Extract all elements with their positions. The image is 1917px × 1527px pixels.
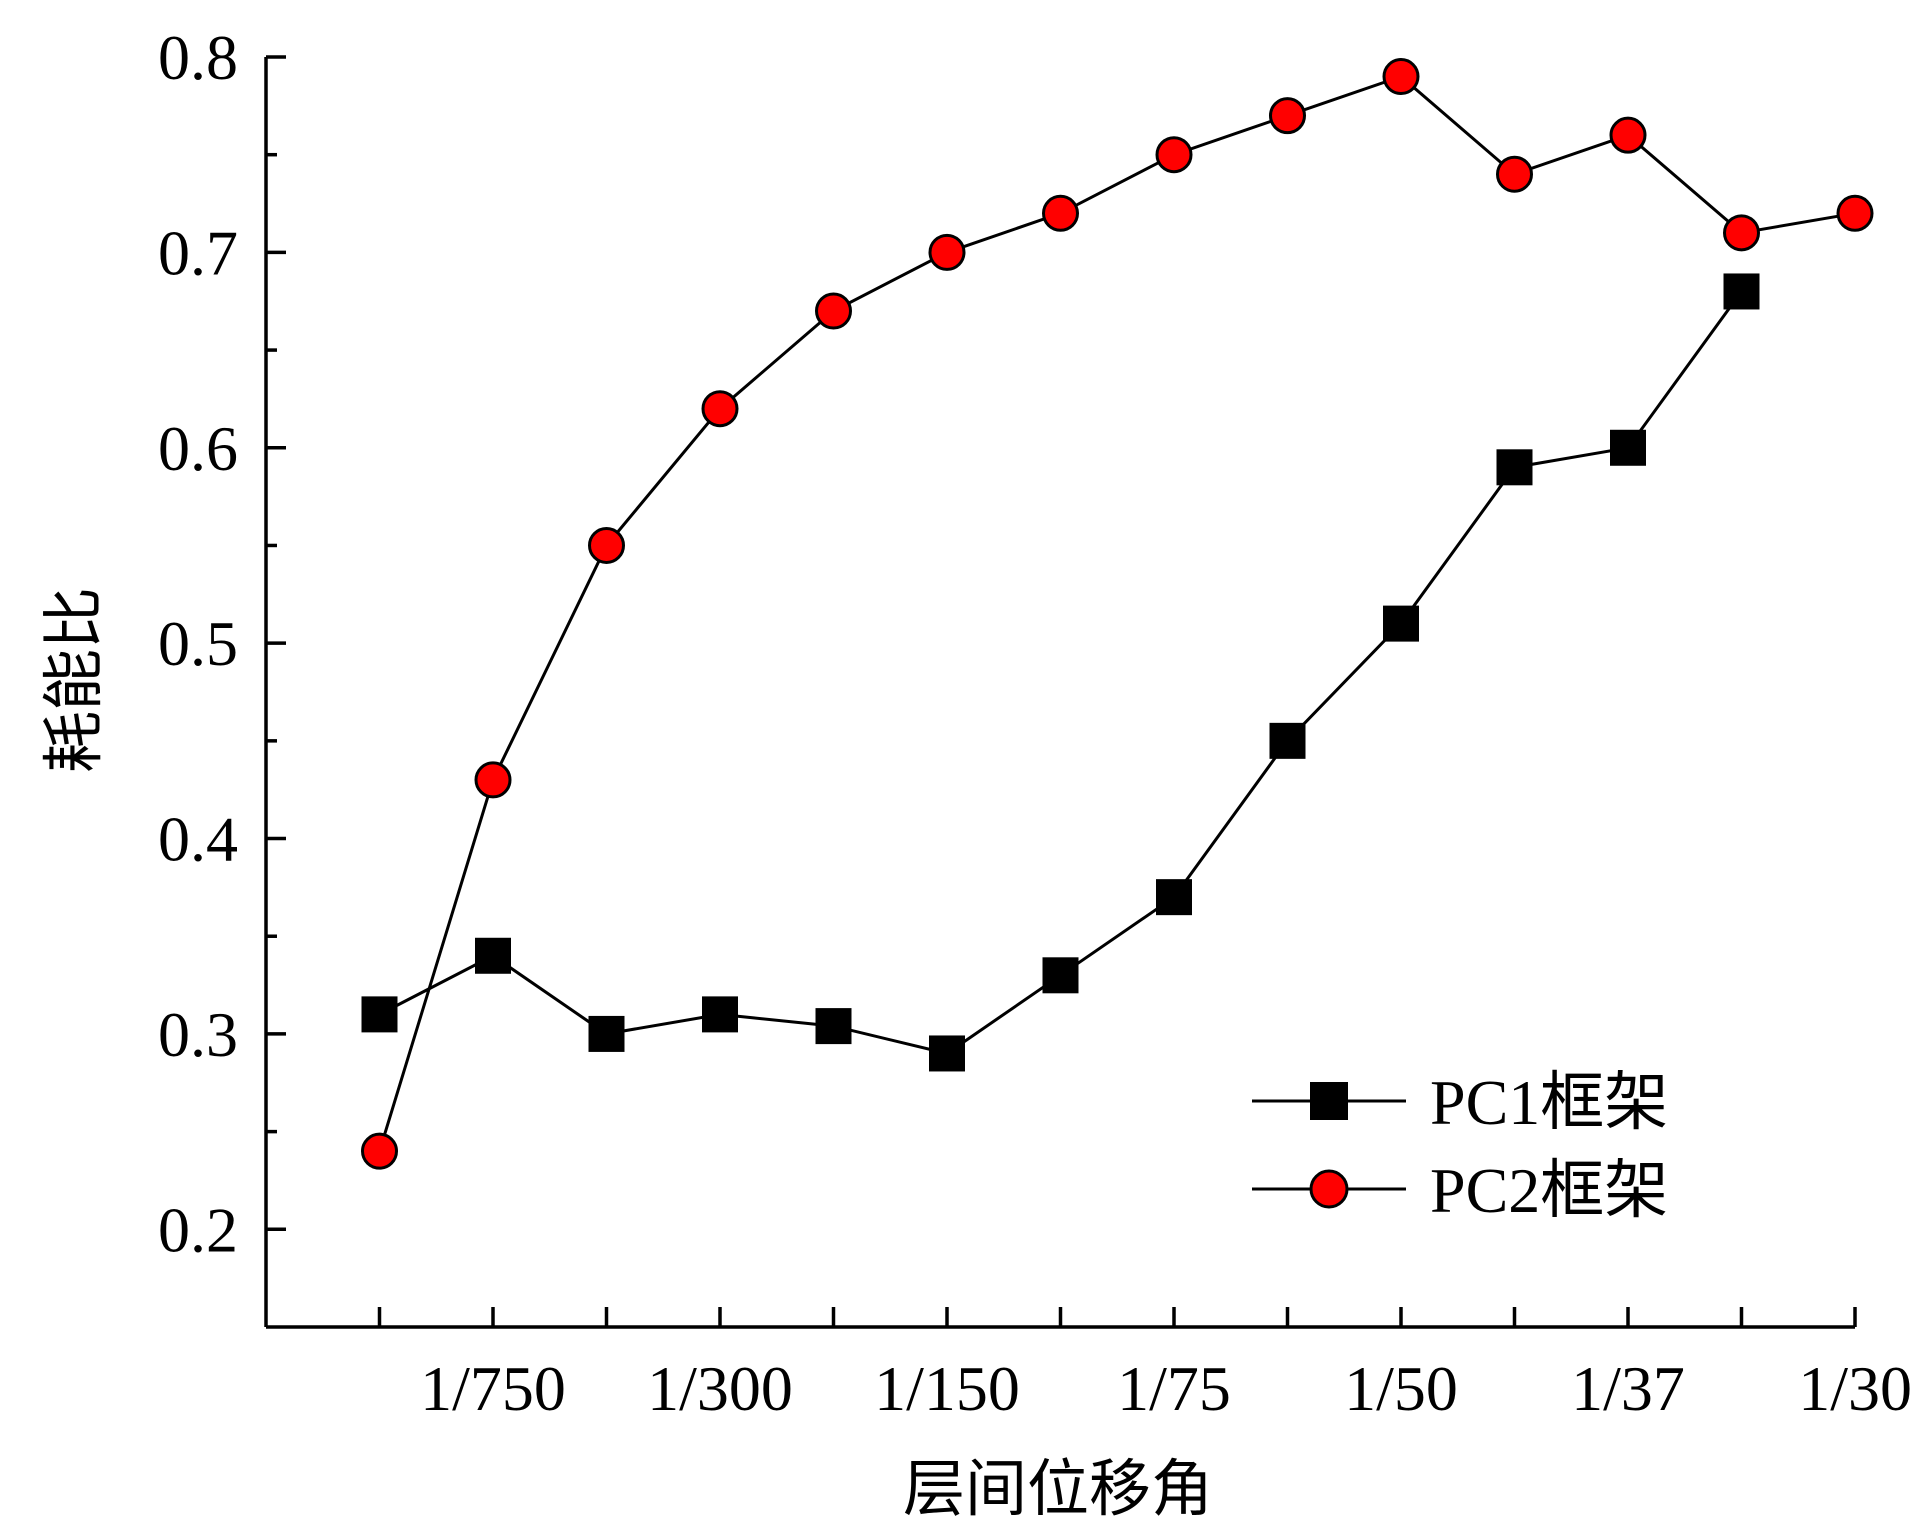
series-2-point bbox=[815, 292, 852, 330]
series-1-point bbox=[361, 996, 398, 1033]
legend: PC1框架 PC2框架 bbox=[1252, 1067, 1668, 1226]
series-1-point bbox=[1156, 879, 1192, 916]
series-2-point bbox=[1496, 155, 1533, 193]
series-2-point bbox=[1155, 136, 1193, 174]
series-2-point bbox=[588, 526, 625, 564]
series-1-point bbox=[1723, 273, 1760, 310]
series-1-point bbox=[702, 996, 738, 1033]
y-tick-label: 0.8 bbox=[158, 22, 238, 93]
x-ticks: 1/750 1/300 1/150 1/75 1/50 1/37 1/30 bbox=[377, 1307, 1912, 1424]
series-1-point bbox=[588, 1015, 625, 1052]
x-axis-title: 层间位移角 bbox=[903, 1452, 1213, 1525]
series-2-point bbox=[361, 1132, 398, 1170]
x-tick-label: 1/75 bbox=[1117, 1353, 1231, 1424]
series-1-point bbox=[815, 1008, 852, 1045]
series-1-point bbox=[1269, 722, 1306, 759]
series-2-point bbox=[474, 761, 512, 799]
legend-label-pc1: PC1框架 bbox=[1430, 1067, 1668, 1138]
x-tick-label: 1/50 bbox=[1344, 1353, 1458, 1424]
y-tick-label: 0.2 bbox=[158, 1194, 238, 1265]
series-2-point bbox=[701, 390, 739, 428]
legend-marker-pc2 bbox=[1309, 1169, 1349, 1209]
legend-label-pc2: PC2框架 bbox=[1430, 1155, 1668, 1226]
y-ticks: 0.8 0.7 0.6 0.5 0.4 0.3 0.2 bbox=[158, 22, 286, 1265]
series-2-point bbox=[1269, 97, 1306, 135]
y-tick-label: 0.3 bbox=[158, 999, 238, 1070]
series-2-point bbox=[1836, 194, 1874, 232]
x-tick-label: 1/750 bbox=[420, 1353, 566, 1424]
x-tick-label: 1/150 bbox=[874, 1353, 1020, 1424]
series-2-point bbox=[1609, 116, 1647, 154]
series-1-point bbox=[1383, 605, 1419, 642]
series-2-point bbox=[1382, 58, 1420, 96]
y-tick-label: 0.4 bbox=[158, 804, 238, 875]
series-line-2 bbox=[378, 74, 1856, 1152]
x-tick-label: 1/37 bbox=[1571, 1353, 1685, 1424]
series-1-point bbox=[475, 937, 511, 974]
series-2-point bbox=[1723, 214, 1760, 252]
series-1-point bbox=[1610, 429, 1646, 466]
series-line-1 bbox=[378, 290, 1743, 1056]
legend-marker-pc1 bbox=[1310, 1082, 1348, 1120]
x-tick-label: 1/300 bbox=[647, 1353, 793, 1424]
y-tick-label: 0.5 bbox=[158, 608, 238, 679]
series-1-point bbox=[929, 1035, 965, 1072]
series-1-point bbox=[1042, 957, 1079, 994]
series-layer bbox=[361, 58, 1874, 1170]
x-tick-label: 1/30 bbox=[1798, 1353, 1912, 1424]
y-axis-title: 耗能比 bbox=[37, 587, 110, 773]
series-1-point bbox=[1496, 449, 1533, 486]
y-tick-label: 0.7 bbox=[158, 217, 238, 288]
series-2-point bbox=[928, 233, 966, 271]
y-tick-label: 0.6 bbox=[158, 413, 238, 484]
series-2-point bbox=[1042, 194, 1079, 232]
